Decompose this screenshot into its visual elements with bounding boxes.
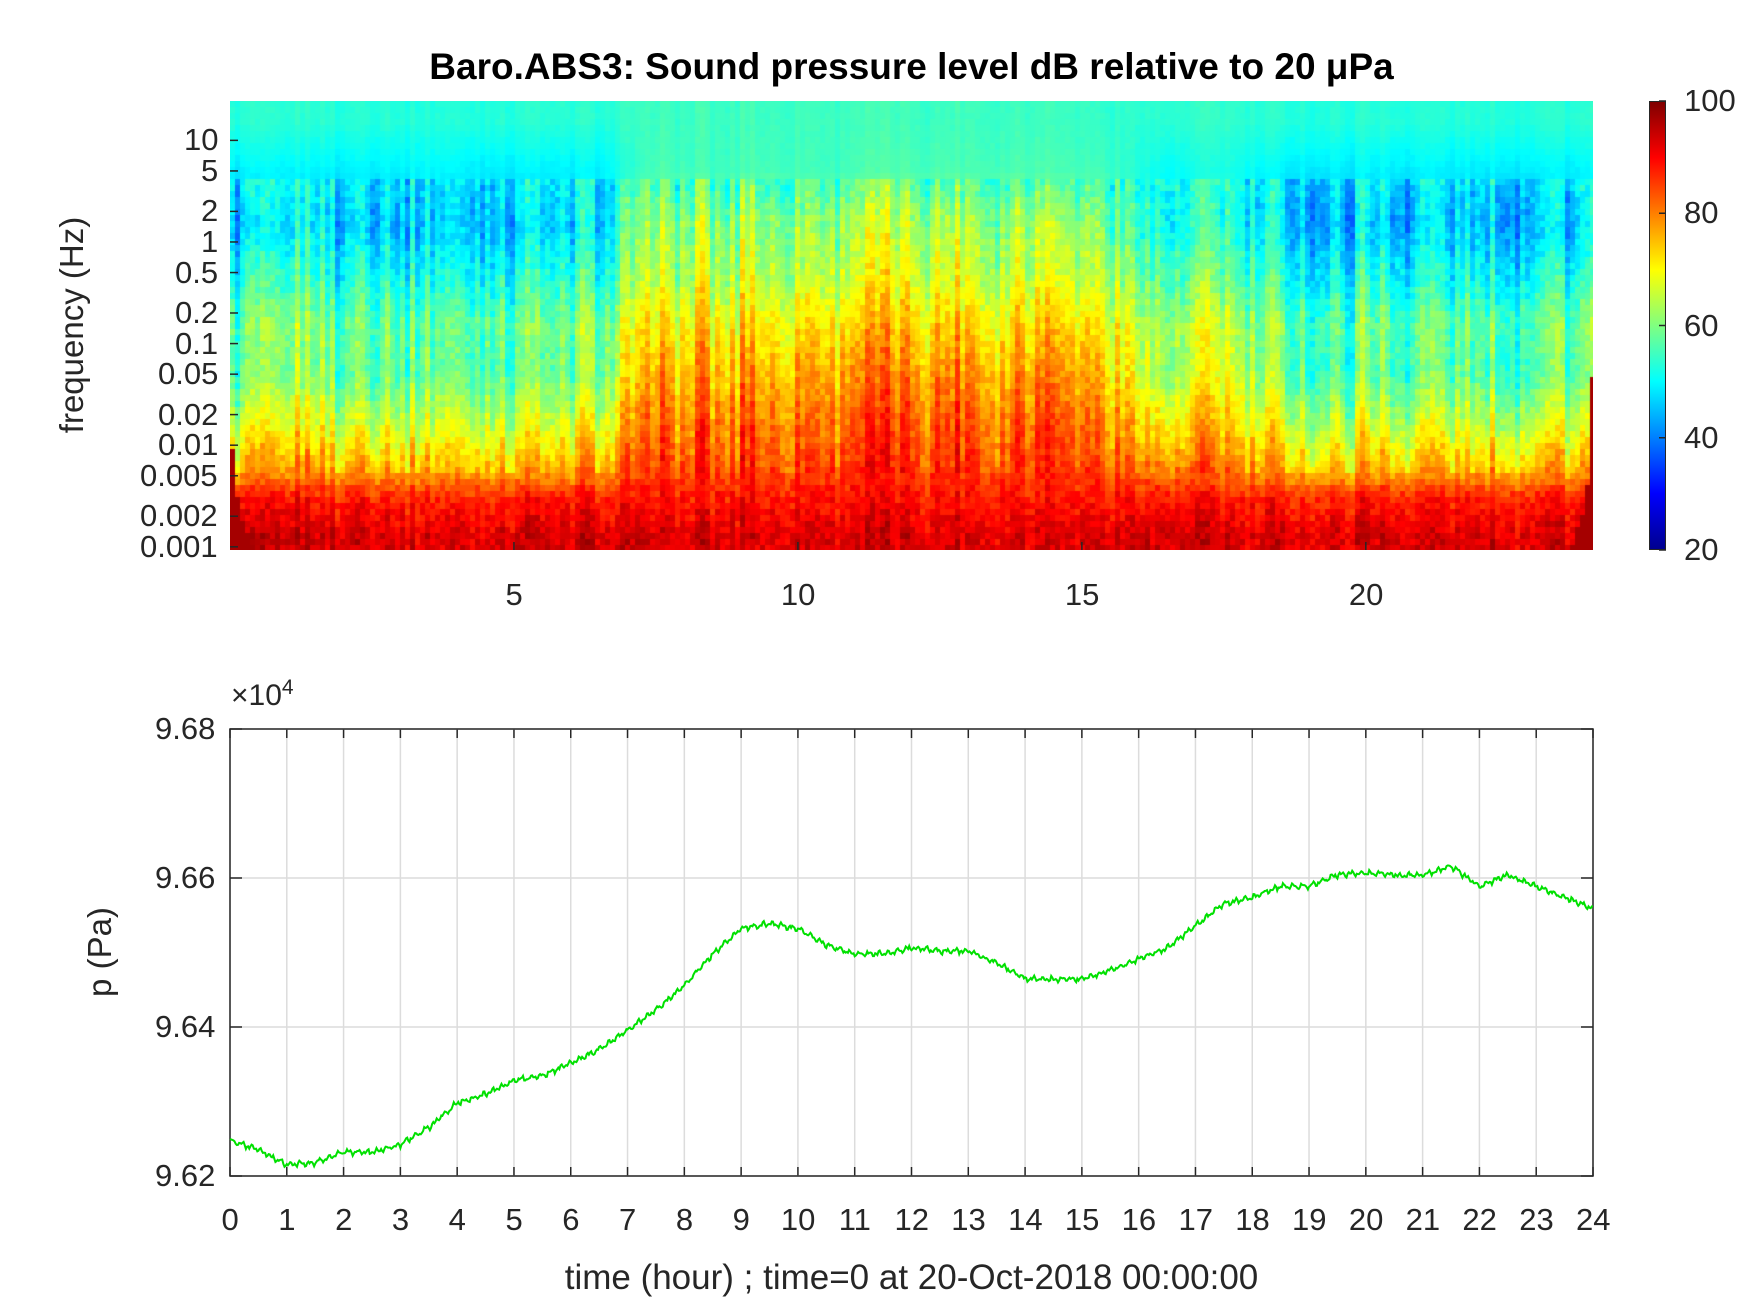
exponent-power: 4 bbox=[281, 676, 294, 699]
exponent-base: ×10 bbox=[231, 679, 282, 712]
x-tick-label: 11 bbox=[838, 1202, 871, 1237]
x-tick-label: 19 bbox=[1292, 1202, 1327, 1237]
spectrogram-y-tick-label: 0.002 bbox=[140, 498, 218, 534]
x-tick-label: 20 bbox=[1348, 1202, 1384, 1237]
x-tick-label: 23 bbox=[1519, 1202, 1554, 1237]
y-tick-label: 9.62 bbox=[155, 1158, 216, 1193]
spectrogram-x-tick-label: 10 bbox=[780, 577, 816, 612]
spectrogram-y-tick-label: 0.001 bbox=[140, 528, 218, 564]
spectrogram-y-tick-label: 10 bbox=[184, 122, 219, 158]
x-tick-label: 6 bbox=[562, 1202, 580, 1237]
x-tick-label: 10 bbox=[780, 1202, 816, 1237]
colorbar-tick-label: 100 bbox=[1684, 83, 1736, 118]
pressure-x-axis-label: time (hour) ; time=0 at 20-Oct-2018 00:0… bbox=[564, 1258, 1259, 1297]
colorbar-tick-label: 40 bbox=[1684, 419, 1719, 455]
spectrogram-y-tick-label: 0.5 bbox=[175, 254, 219, 290]
spectrogram-y-tick-label: 2 bbox=[201, 193, 219, 229]
x-tick-label: 17 bbox=[1178, 1202, 1213, 1237]
spectrogram-y-tick-label: 0.05 bbox=[158, 356, 219, 392]
x-tick-label: 18 bbox=[1235, 1202, 1270, 1237]
x-tick-label: 12 bbox=[894, 1202, 929, 1237]
spectrogram-y-tick-label: 1 bbox=[201, 223, 219, 259]
spectrogram-y-tick-label: 0.02 bbox=[158, 396, 219, 432]
pressure-series-line bbox=[229, 864, 1593, 1170]
y-tick-label: 9.68 bbox=[155, 711, 216, 746]
x-tick-label: 4 bbox=[448, 1202, 466, 1237]
colorbar-tick-label: 80 bbox=[1684, 195, 1719, 231]
x-tick-label: 14 bbox=[1008, 1202, 1043, 1237]
y-tick-label: 9.66 bbox=[155, 860, 216, 895]
spectrogram-x-tick-label: 20 bbox=[1348, 577, 1384, 612]
x-tick-label: 5 bbox=[505, 1202, 523, 1237]
x-tick-label: 13 bbox=[951, 1202, 986, 1237]
x-tick-label: 24 bbox=[1576, 1202, 1611, 1237]
colorbar-tick-label: 60 bbox=[1684, 307, 1719, 343]
colorbar-tick-label: 20 bbox=[1684, 532, 1719, 567]
chart-title: Baro.ABS3: Sound pressure level dB relat… bbox=[429, 46, 1394, 87]
spectrogram-x-tick-label: 15 bbox=[1064, 577, 1100, 612]
spectrogram-y-tick-label: 0.1 bbox=[175, 325, 219, 361]
pressure-axes-box bbox=[229, 728, 1594, 1177]
y-tick-label: 9.64 bbox=[155, 1009, 216, 1044]
exponent-label: ×104 bbox=[231, 676, 294, 713]
x-tick-label: 22 bbox=[1462, 1202, 1497, 1237]
x-tick-label: 9 bbox=[732, 1202, 750, 1237]
x-tick-label: 3 bbox=[391, 1202, 410, 1237]
spectrogram-heatmap bbox=[230, 101, 1593, 550]
x-tick-label: 2 bbox=[335, 1202, 353, 1237]
x-tick-label: 21 bbox=[1405, 1202, 1441, 1237]
spectrogram-y-tick-label: 0.005 bbox=[140, 457, 218, 493]
spectrogram-y-tick-label: 0.01 bbox=[158, 427, 219, 463]
spectrogram-y-tick-label: 5 bbox=[201, 152, 219, 188]
spectrogram-x-tick-label: 5 bbox=[505, 577, 523, 612]
x-tick-label: 8 bbox=[675, 1202, 694, 1237]
x-tick-label: 7 bbox=[619, 1202, 637, 1237]
x-tick-label: 1 bbox=[278, 1202, 296, 1237]
x-tick-label: 0 bbox=[221, 1202, 239, 1237]
x-tick-label: 15 bbox=[1064, 1202, 1100, 1237]
spectrogram-y-tick-label: 0.2 bbox=[175, 294, 219, 330]
x-tick-label: 16 bbox=[1121, 1202, 1157, 1237]
